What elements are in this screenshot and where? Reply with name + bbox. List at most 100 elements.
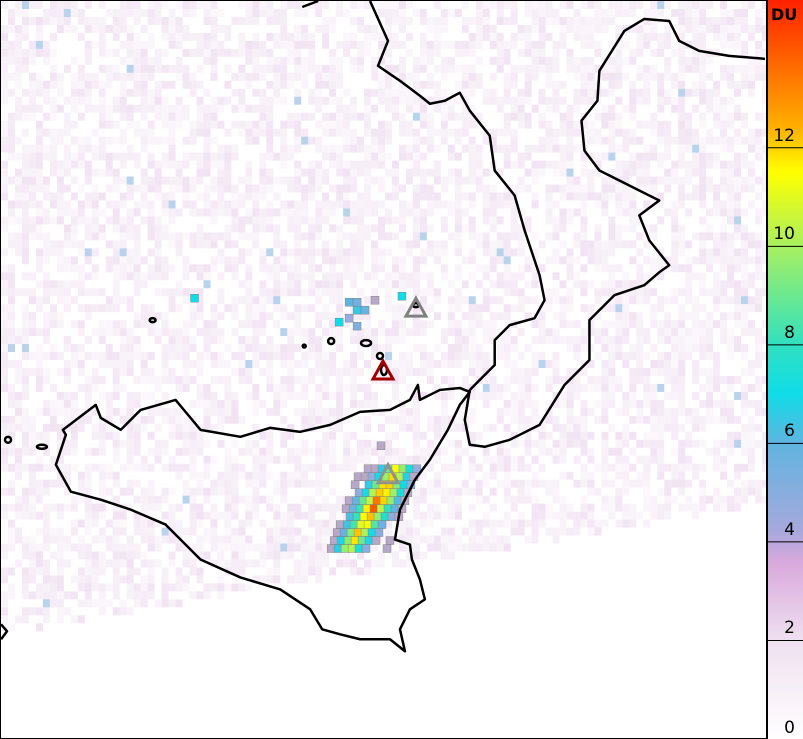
so2-pixel bbox=[294, 248, 302, 257]
so2-pixel bbox=[524, 184, 532, 193]
so2-pixel bbox=[378, 232, 385, 241]
so2-pixel bbox=[657, 439, 665, 448]
so2-pixel bbox=[552, 447, 560, 456]
so2-pixel bbox=[364, 439, 372, 448]
so2-pixel bbox=[308, 32, 316, 41]
so2-pixel bbox=[496, 447, 504, 456]
so2-pixel bbox=[189, 232, 197, 241]
so2-pixel bbox=[28, 471, 36, 480]
so2-pixel bbox=[699, 423, 707, 432]
so2-pixel bbox=[231, 208, 239, 217]
so2-pixel bbox=[482, 455, 490, 464]
so2-pixel bbox=[105, 24, 113, 33]
so2-pixel bbox=[252, 184, 260, 193]
so2-pixel bbox=[8, 272, 16, 281]
so2-pixel bbox=[398, 56, 406, 65]
so2-pixel bbox=[545, 296, 553, 305]
so2-pixel bbox=[189, 360, 197, 369]
so2-pixel bbox=[133, 567, 141, 576]
so2-pixel bbox=[168, 80, 176, 89]
so2-pixel bbox=[77, 200, 85, 209]
so2-pixel bbox=[517, 439, 525, 448]
so2-pixel bbox=[685, 8, 693, 17]
so2-pixel bbox=[196, 192, 204, 201]
so2-pixel bbox=[741, 495, 749, 504]
so2-pixel bbox=[273, 32, 281, 41]
so2-pixel bbox=[538, 16, 546, 25]
so2-pixel bbox=[419, 56, 427, 65]
so2-pixel bbox=[650, 360, 658, 369]
so2-pixel bbox=[280, 495, 288, 504]
so2-pixel bbox=[503, 184, 511, 193]
so2-pixel bbox=[531, 192, 539, 201]
so2-pixel bbox=[727, 80, 735, 89]
so2-pixel bbox=[419, 232, 427, 241]
so2-pixel bbox=[112, 503, 120, 512]
so2-pixel bbox=[517, 248, 525, 257]
so2-pixel bbox=[189, 551, 197, 560]
so2-pixel bbox=[489, 455, 497, 464]
so2-pixel bbox=[419, 32, 427, 41]
so2-pixel bbox=[601, 328, 609, 337]
so2-pixel bbox=[231, 304, 239, 313]
so2-pixel bbox=[231, 88, 239, 97]
so2-pixel bbox=[601, 383, 609, 392]
so2-pixel bbox=[336, 344, 344, 353]
so2-pixel bbox=[601, 431, 609, 440]
so2-pixel bbox=[133, 344, 141, 353]
so2-pixel bbox=[384, 88, 392, 97]
so2-pixel bbox=[217, 168, 225, 177]
so2-pixel bbox=[720, 128, 728, 137]
so2-pixel bbox=[1, 511, 9, 520]
so2-pixel bbox=[329, 200, 337, 209]
so2-pixel bbox=[112, 48, 120, 57]
so2-pixel bbox=[727, 280, 735, 289]
so2-pixel bbox=[699, 344, 707, 353]
so2-pixel bbox=[720, 503, 728, 512]
so2-pixel bbox=[301, 272, 309, 281]
so2-pixel bbox=[329, 567, 337, 576]
so2-pixel bbox=[538, 96, 546, 105]
so2-pixel bbox=[741, 112, 749, 121]
so2-pixel bbox=[643, 336, 651, 345]
so2-pixel bbox=[566, 320, 574, 329]
so2-pixel bbox=[573, 344, 581, 353]
so2-pixel bbox=[741, 328, 749, 337]
so2-pixel bbox=[189, 264, 197, 273]
so2-pixel bbox=[489, 535, 497, 544]
so2-pixel bbox=[126, 551, 134, 560]
so2-pixel bbox=[266, 112, 274, 121]
so2-pixel bbox=[643, 415, 651, 424]
so2-pixel bbox=[761, 32, 767, 41]
so2-pixel bbox=[587, 128, 595, 137]
so2-pixel bbox=[461, 48, 469, 57]
so2-pixel bbox=[573, 96, 581, 105]
so2-pixel bbox=[727, 64, 735, 73]
so2-pixel bbox=[28, 56, 36, 65]
so2-pixel bbox=[126, 264, 134, 273]
so2-pixel bbox=[196, 152, 204, 161]
so2-pixel bbox=[245, 479, 253, 488]
so2-pixel bbox=[573, 511, 581, 520]
so2-pixel bbox=[440, 136, 448, 145]
so2-pixel bbox=[112, 455, 120, 464]
so2-pixel bbox=[741, 439, 749, 448]
so2-pixel bbox=[287, 344, 295, 353]
so2-pixel bbox=[287, 328, 295, 337]
so2-pixel bbox=[650, 455, 658, 464]
so2-pixel bbox=[657, 304, 665, 313]
so2-pixel bbox=[608, 280, 616, 289]
so2-pixel bbox=[301, 136, 309, 145]
so2-pixel bbox=[301, 56, 309, 65]
so2-pixel bbox=[671, 232, 679, 241]
so2-pixel bbox=[699, 120, 707, 129]
so2-pixel bbox=[468, 312, 476, 321]
so2-pixel bbox=[84, 16, 92, 25]
so2-pixel bbox=[594, 352, 602, 361]
so2-pixel bbox=[8, 152, 16, 161]
so2-pixel bbox=[573, 415, 581, 424]
so2-pixel bbox=[510, 184, 518, 193]
so2-pixel bbox=[140, 40, 148, 49]
so2-pixel bbox=[77, 264, 85, 273]
so2-pixel bbox=[636, 40, 644, 49]
